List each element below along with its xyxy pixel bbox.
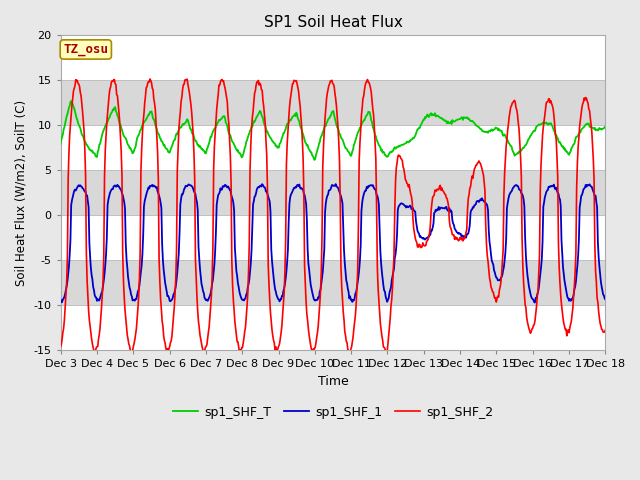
sp1_SHF_2 (401, 172, 408, 178)
sp1_SHF_T (207, 134, 215, 140)
sp1_SHF_T (401, 141, 408, 146)
Title: SP1 Soil Heat Flux: SP1 Soil Heat Flux (264, 15, 403, 30)
sp1_SHF_T (179, 121, 186, 127)
sp1_SHF_1 (67, 237, 74, 243)
sp1_SHF_1 (400, 202, 408, 207)
sp1_SHF_2 (273, 350, 280, 356)
Line: sp1_SHF_T: sp1_SHF_T (61, 101, 605, 160)
Bar (61, 260, 605, 305)
Bar (61, 80, 605, 125)
sp1_SHF_1 (123, 256, 131, 262)
sp1_SHF_1 (178, 192, 186, 197)
sp1_SHF_2 (123, 324, 131, 330)
Text: TZ_osu: TZ_osu (63, 43, 108, 56)
Line: sp1_SHF_2: sp1_SHF_2 (61, 79, 605, 353)
sp1_SHF_2 (146, 76, 154, 82)
sp1_SHF_2 (602, 327, 609, 333)
sp1_SHF_T (124, 140, 131, 146)
sp1_SHF_2 (57, 344, 65, 349)
sp1_SHF_T (67, 98, 75, 104)
Bar (61, 170, 605, 216)
Y-axis label: Soil Heat Flux (W/m2), SoilT (C): Soil Heat Flux (W/m2), SoilT (C) (15, 100, 28, 286)
X-axis label: Time: Time (317, 375, 348, 388)
sp1_SHF_T (417, 123, 424, 129)
sp1_SHF_2 (207, 292, 215, 298)
sp1_SHF_T (57, 141, 65, 147)
sp1_SHF_1 (531, 300, 539, 305)
sp1_SHF_T (67, 99, 74, 105)
sp1_SHF_2 (179, 86, 186, 92)
sp1_SHF_1 (332, 181, 339, 187)
sp1_SHF_1 (207, 290, 214, 296)
sp1_SHF_2 (417, 245, 424, 251)
sp1_SHF_2 (67, 122, 74, 128)
sp1_SHF_1 (602, 297, 609, 302)
Legend: sp1_SHF_T, sp1_SHF_1, sp1_SHF_2: sp1_SHF_T, sp1_SHF_1, sp1_SHF_2 (168, 401, 498, 424)
sp1_SHF_1 (57, 297, 65, 303)
sp1_SHF_1 (416, 234, 424, 240)
sp1_SHF_T (602, 124, 609, 130)
sp1_SHF_T (310, 157, 318, 163)
Line: sp1_SHF_1: sp1_SHF_1 (61, 184, 605, 302)
